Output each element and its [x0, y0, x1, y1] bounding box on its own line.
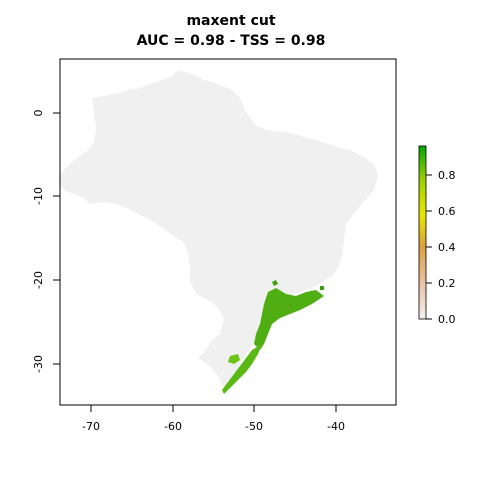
x-axis: -70 -60 -50 -40 [82, 405, 345, 433]
y-axis: 0 -10 -20 -30 [32, 110, 60, 373]
color-legend: 0.0 0.2 0.4 0.6 0.8 [419, 146, 456, 326]
legend-label: 0.6 [438, 205, 456, 218]
brazil-landmass [58, 70, 378, 392]
legend-label: 0.8 [438, 169, 456, 182]
y-tick-label: 0 [32, 110, 45, 117]
plot-subtitle: AUC = 0.98 - TSS = 0.98 [137, 33, 326, 49]
x-tick-label: -70 [82, 420, 100, 433]
plot-title: maxent cut [186, 13, 275, 29]
x-tick-label: -60 [164, 420, 182, 433]
y-tick-label: -30 [32, 355, 45, 373]
legend-label: 0.4 [438, 241, 456, 254]
legend-label: 0.2 [438, 277, 456, 290]
legend-color-bar [419, 146, 426, 319]
x-tick-label: -50 [245, 420, 263, 433]
legend-label: 0.0 [438, 313, 456, 326]
x-tick-label: -40 [327, 420, 345, 433]
y-tick-label: -10 [32, 187, 45, 205]
y-tick-label: -20 [32, 271, 45, 289]
